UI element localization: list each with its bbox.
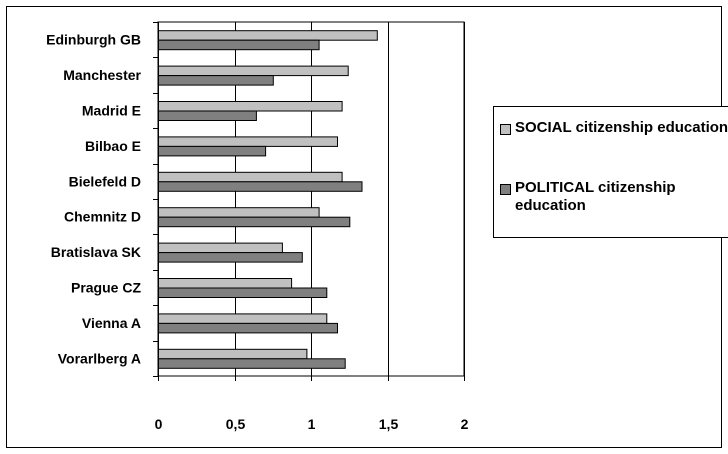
x-tick-label: 0,5 [226,416,246,432]
x-tick-label: 0 [155,416,163,432]
category-label: Bielefeld D [69,173,141,189]
x-tick-label: 1,5 [379,416,399,432]
bar-social [158,136,338,147]
legend-swatch-political [500,184,511,195]
category-label: Vorarlberg A [58,350,141,366]
legend-swatch-social [500,124,511,135]
bar-political [158,75,274,86]
category-label: Vienna A [82,315,141,331]
labels: 0 0,5 1 1,5 2 Edinburgh GB Manchester Madrid E B… [46,32,468,432]
legend-item-social: SOCIAL citizenship education [500,119,728,137]
bar-social [158,348,308,360]
bar-political [158,181,363,192]
bar-political [158,216,351,228]
bar-political [158,358,346,369]
bars [158,30,378,369]
category-label: Edinburgh GB [46,32,141,48]
category-label: Madrid E [82,103,141,119]
bar-political [158,252,303,263]
bar-political [158,110,257,121]
bar-political [158,287,328,298]
bar-social [158,65,349,77]
x-tick-label: 2 [461,416,469,432]
category-label: Chemnitz D [64,209,141,225]
axes [153,22,465,381]
bar-social [158,101,343,112]
category-label: Bilbao E [85,138,141,154]
bar-social [158,242,283,254]
category-label: Prague CZ [71,280,141,296]
bar-social [158,30,378,41]
legend-label-political: POLITICAL citizenship education [515,179,676,214]
bar-political [158,39,320,51]
x-tick-label: 1 [308,416,316,432]
category-label: Bratislava SK [51,244,141,260]
category-label: Manchester [63,67,141,83]
bar-political [158,145,267,157]
bar-social [158,278,293,289]
bar-social [158,313,328,324]
legend-item-political: POLITICAL citizenship education [500,179,728,215]
legend: SOCIAL citizenship education POLITICAL c… [493,106,728,238]
bar-social [158,171,343,183]
legend-label-social: SOCIAL citizenship education [515,119,728,136]
bar-political [158,322,338,334]
bar-social [158,207,320,218]
